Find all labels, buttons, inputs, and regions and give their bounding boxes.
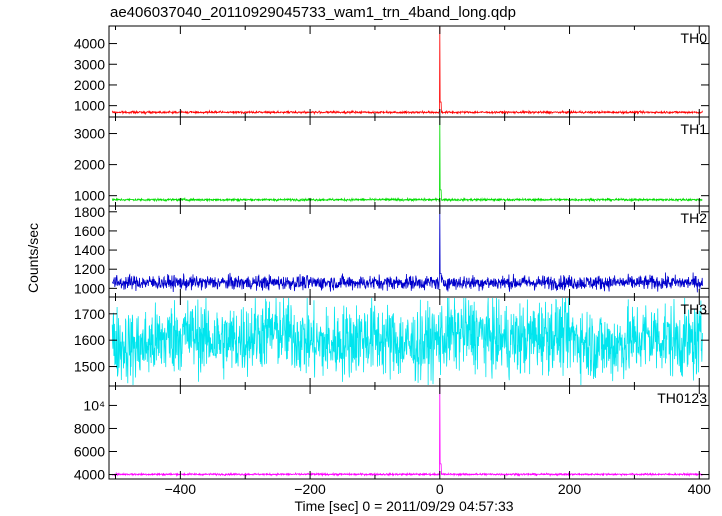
panel-label-th2: TH2 bbox=[681, 210, 708, 226]
y-tick-label-th3: 1500 bbox=[74, 359, 105, 375]
y-tick-label-th2: 1000 bbox=[74, 280, 105, 296]
y-tick-label-th1: 1000 bbox=[74, 188, 105, 204]
chart-title: ae406037040_20110929045733_wam1_trn_4ban… bbox=[110, 4, 516, 21]
y-tick-label-th0123: 6000 bbox=[74, 444, 105, 460]
panel-frame-th0 bbox=[108, 25, 710, 118]
panel-frame-th0123 bbox=[108, 385, 710, 480]
panel-frame-th1 bbox=[108, 116, 710, 207]
series-line-th0123 bbox=[112, 386, 703, 478]
series-line-th3 bbox=[111, 297, 703, 386]
y-tick-label-th2: 1800 bbox=[74, 204, 105, 220]
series-line-th1 bbox=[111, 117, 703, 203]
y-tick-label-th0123: 10⁴ bbox=[83, 397, 105, 413]
panel-label-th0123: TH0123 bbox=[657, 390, 707, 406]
series-line-th2 bbox=[111, 206, 703, 293]
y-tick-label-th3: 1600 bbox=[74, 332, 105, 348]
y-tick-label-th2: 1400 bbox=[74, 242, 105, 258]
x-tick-label: 400 bbox=[688, 481, 712, 497]
y-tick-label-th2: 1200 bbox=[74, 261, 105, 277]
y-tick-label-th0123: 4000 bbox=[74, 467, 105, 483]
y-tick-label-th3: 1700 bbox=[74, 306, 105, 322]
x-axis-label: Time [sec] 0 = 2011/09/29 04:57:33 bbox=[294, 498, 514, 514]
y-tick-label-th2: 1600 bbox=[74, 223, 105, 239]
y-tick-label-th0: 1000 bbox=[74, 98, 105, 114]
y-tick-label-th0: 2000 bbox=[74, 77, 105, 93]
y-tick-label-th0123: 8000 bbox=[74, 420, 105, 436]
series-line-th0 bbox=[111, 26, 703, 116]
y-tick-label-th0: 3000 bbox=[74, 56, 105, 72]
x-tick-label: −400 bbox=[165, 481, 197, 497]
x-tick-label: −200 bbox=[294, 481, 326, 497]
panel-label-th3: TH3 bbox=[681, 301, 708, 317]
y-tick-label-th1: 2000 bbox=[74, 157, 105, 173]
y-tick-label-th1: 3000 bbox=[74, 126, 105, 142]
x-tick-label: 200 bbox=[558, 481, 582, 497]
y-axis-label: Counts/sec bbox=[25, 222, 41, 294]
y-tick-label-th0: 4000 bbox=[74, 36, 105, 52]
panel-label-th0: TH0 bbox=[681, 30, 708, 46]
panel-label-th1: TH1 bbox=[681, 121, 708, 137]
x-tick-label: 0 bbox=[436, 481, 444, 497]
